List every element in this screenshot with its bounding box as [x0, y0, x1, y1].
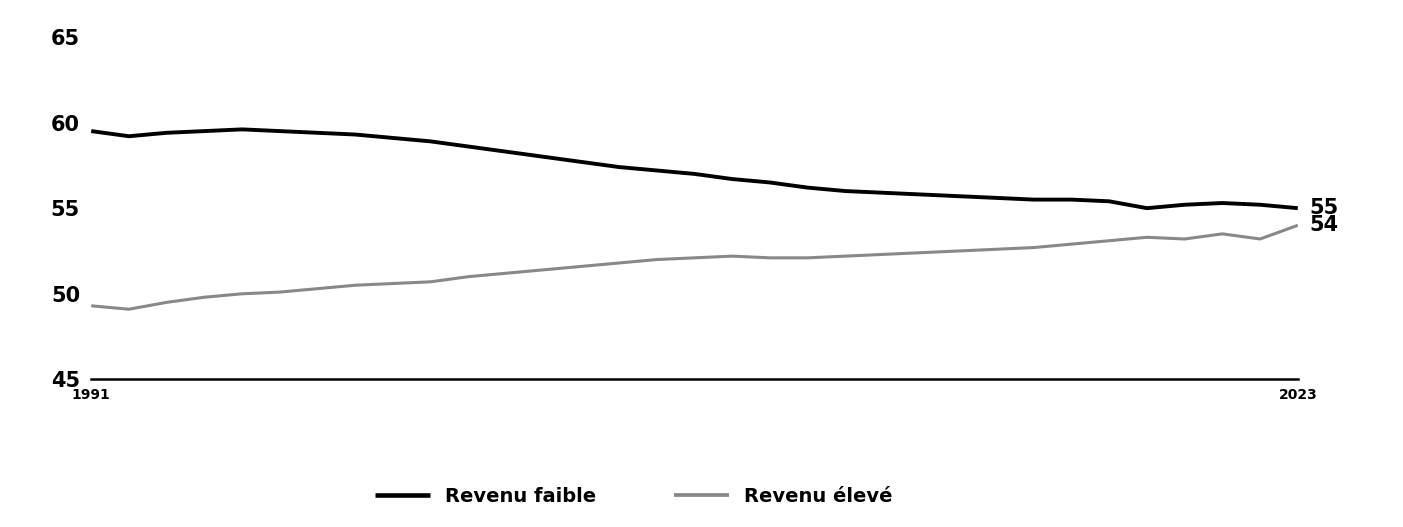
Revenu élevé: [309, 286, 325, 292]
Revenu faible: [121, 133, 137, 139]
Revenu faible: [498, 149, 515, 155]
Revenu faible: [1026, 197, 1042, 203]
Revenu élevé: [83, 302, 100, 309]
Text: 55: 55: [1309, 198, 1338, 218]
Revenu élevé: [912, 250, 929, 256]
Line: Revenu faible: Revenu faible: [91, 129, 1298, 208]
Revenu élevé: [121, 306, 137, 313]
Revenu faible: [1101, 198, 1118, 204]
Revenu faible: [536, 153, 553, 160]
Revenu faible: [83, 128, 100, 134]
Revenu élevé: [460, 274, 477, 280]
Revenu faible: [988, 194, 1005, 201]
Revenu faible: [1214, 200, 1230, 206]
Revenu élevé: [384, 280, 401, 287]
Revenu élevé: [988, 246, 1005, 252]
Revenu élevé: [724, 253, 741, 259]
Revenu élevé: [1063, 241, 1080, 247]
Revenu faible: [838, 188, 854, 194]
Line: Revenu élevé: Revenu élevé: [91, 225, 1298, 309]
Revenu élevé: [874, 251, 891, 258]
Revenu faible: [950, 193, 967, 199]
Revenu élevé: [422, 279, 439, 285]
Revenu élevé: [1139, 234, 1156, 240]
Revenu élevé: [572, 263, 589, 269]
Revenu faible: [572, 159, 589, 165]
Revenu faible: [309, 130, 325, 136]
Revenu élevé: [159, 299, 175, 306]
Revenu faible: [800, 184, 817, 191]
Revenu faible: [460, 143, 477, 150]
Revenu élevé: [271, 289, 288, 295]
Revenu faible: [347, 131, 363, 138]
Revenu élevé: [800, 255, 817, 261]
Revenu faible: [422, 138, 439, 144]
Revenu élevé: [1026, 245, 1042, 251]
Revenu élevé: [536, 267, 553, 273]
Text: 54: 54: [1309, 216, 1338, 235]
Revenu faible: [159, 130, 175, 136]
Revenu élevé: [686, 255, 703, 261]
Revenu élevé: [762, 255, 779, 261]
Revenu faible: [234, 126, 251, 132]
Revenu élevé: [1214, 231, 1230, 237]
Revenu élevé: [610, 260, 627, 266]
Revenu faible: [196, 128, 213, 134]
Revenu élevé: [1289, 222, 1306, 228]
Revenu élevé: [838, 253, 854, 259]
Revenu faible: [1289, 205, 1306, 211]
Revenu faible: [610, 164, 627, 170]
Revenu faible: [1063, 197, 1080, 203]
Revenu élevé: [234, 290, 251, 297]
Revenu faible: [1176, 201, 1193, 208]
Revenu élevé: [1176, 236, 1193, 242]
Revenu faible: [384, 135, 401, 141]
Revenu faible: [724, 176, 741, 182]
Revenu faible: [686, 171, 703, 177]
Revenu faible: [874, 190, 891, 196]
Revenu faible: [648, 167, 665, 173]
Revenu faible: [1139, 205, 1156, 211]
Revenu élevé: [648, 256, 665, 262]
Revenu faible: [762, 179, 779, 186]
Revenu élevé: [950, 248, 967, 254]
Revenu élevé: [347, 282, 363, 288]
Revenu élevé: [1101, 238, 1118, 244]
Revenu élevé: [498, 270, 515, 276]
Legend: Revenu faible, Revenu élevé: Revenu faible, Revenu élevé: [368, 479, 901, 514]
Revenu faible: [271, 128, 288, 134]
Revenu faible: [912, 191, 929, 198]
Revenu faible: [1251, 201, 1268, 208]
Revenu élevé: [1251, 236, 1268, 242]
Revenu élevé: [196, 294, 213, 300]
